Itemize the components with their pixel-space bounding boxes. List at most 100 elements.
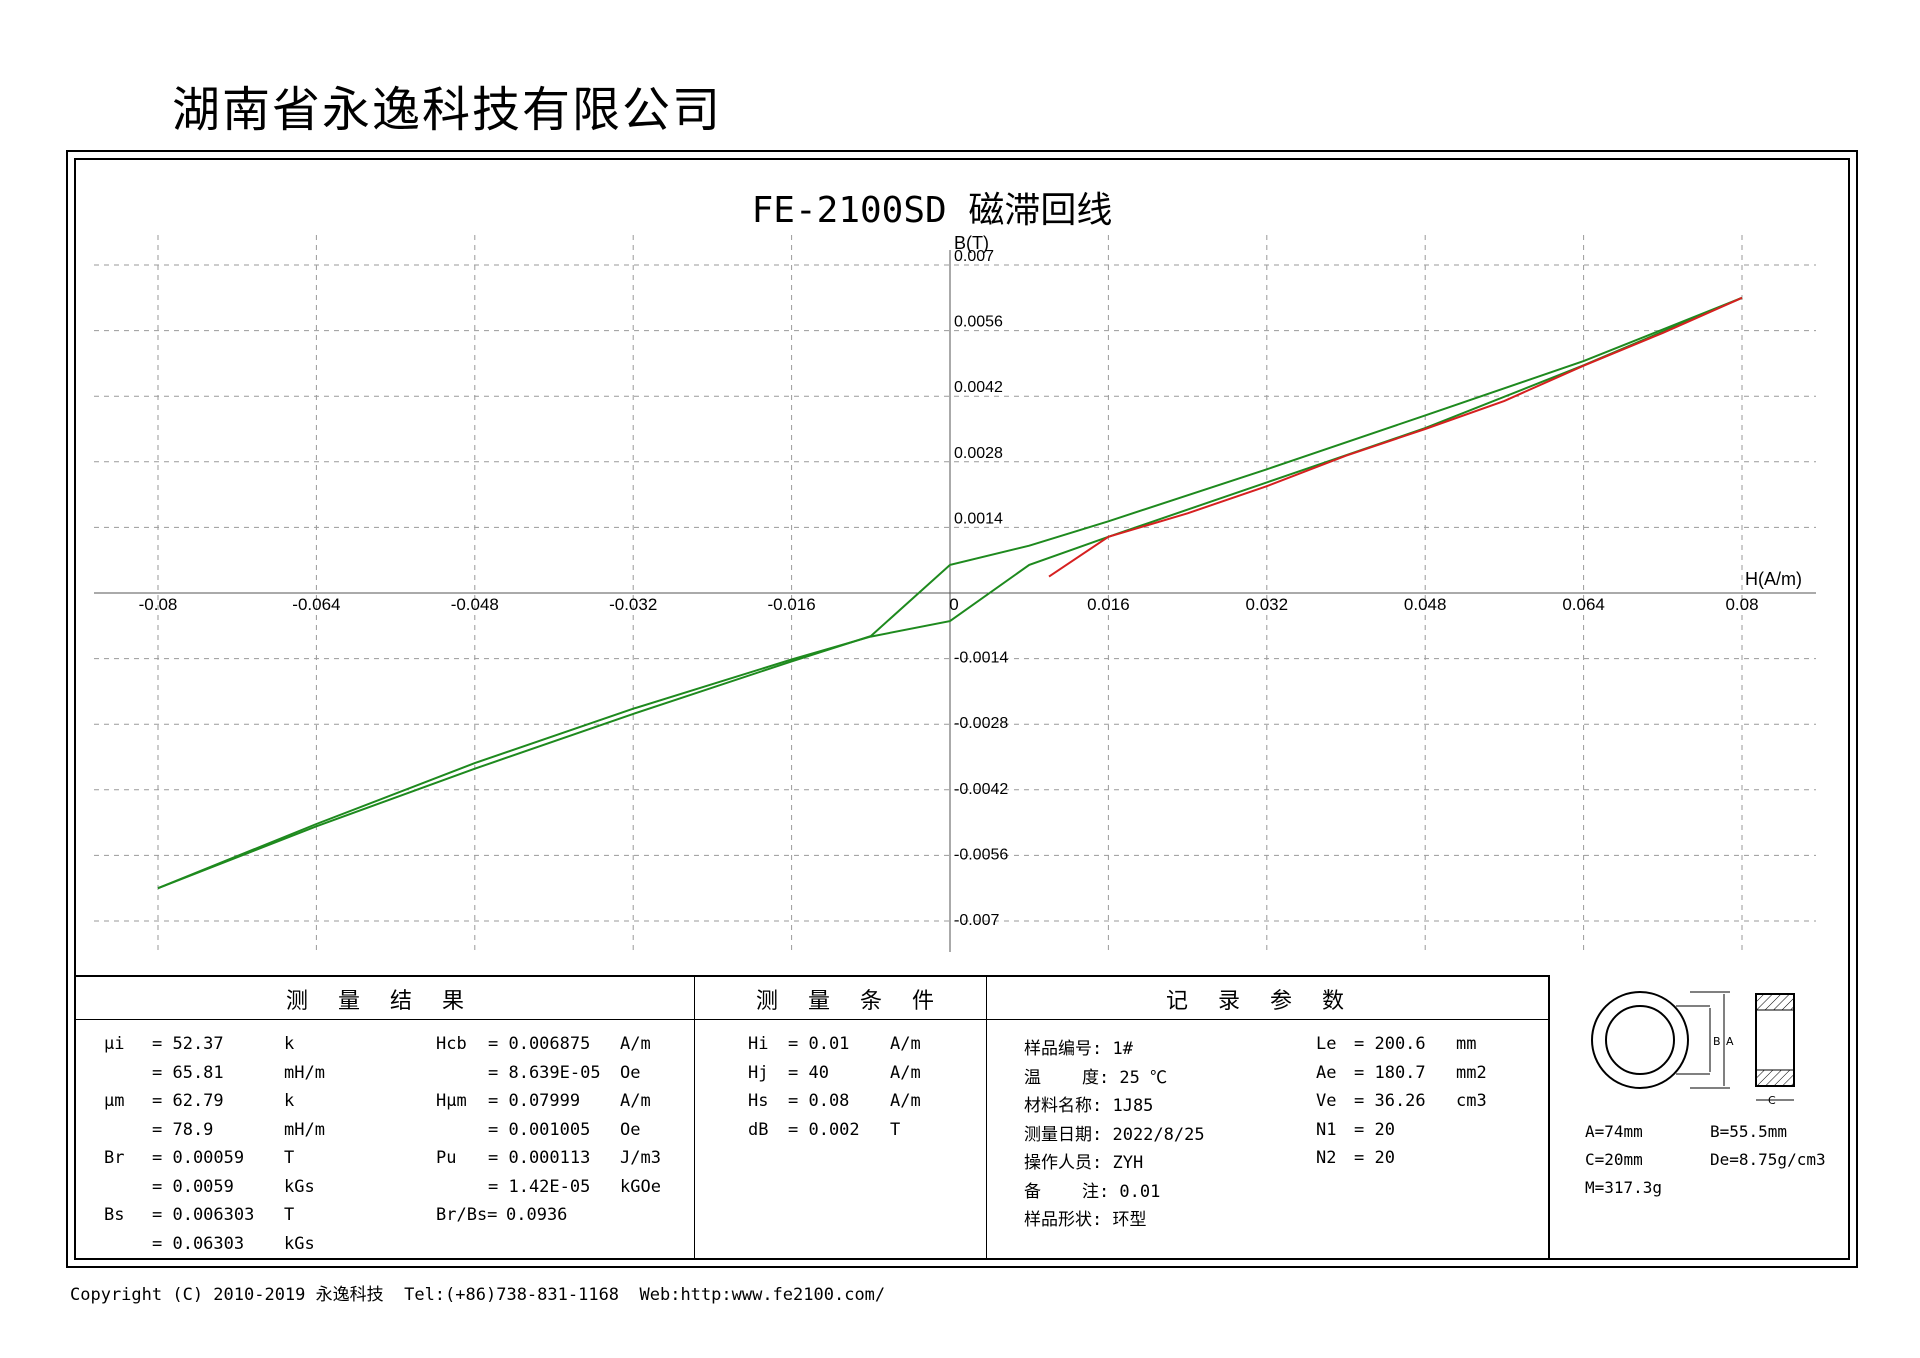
param-label: Le — [1316, 1034, 1337, 1054]
condition-label: Hj — [748, 1062, 769, 1083]
chart-ticks: -0.08 -0.064 -0.048 -0.032 -0.016 0 0.016 0.032… — [139, 248, 1759, 929]
result-unit: kGs — [284, 1176, 315, 1197]
y-tick-label: 0.0042 — [954, 379, 1003, 396]
result-value: = 65.81 — [152, 1062, 224, 1083]
dim-c: C=20mm — [1585, 1150, 1643, 1169]
table-divider-1 — [694, 975, 695, 1260]
result-label: Br/Bs= — [436, 1205, 498, 1225]
condition-label: Hs — [748, 1091, 769, 1111]
chart-grid — [94, 235, 1816, 952]
result-value: = 0.006875 — [488, 1034, 591, 1054]
y-tick-label: 0.0014 — [954, 510, 1003, 527]
condition-unit: T — [890, 1119, 901, 1140]
param-entry: 操作人员: ZYH — [1024, 1153, 1144, 1173]
result-value: = 8.639E-05 — [488, 1062, 601, 1083]
param-label: Ve — [1316, 1091, 1337, 1111]
y-tick-label: 0.007 — [954, 248, 994, 265]
param-unit: mm2 — [1456, 1062, 1487, 1083]
dim-label-c: C — [1768, 1094, 1776, 1107]
y-tick-label: -0.0028 — [954, 715, 1008, 732]
param-entry: 温 度: 25 ℃ — [1024, 1067, 1168, 1088]
condition-value: = 0.002 — [788, 1119, 860, 1140]
table-divider-2 — [986, 975, 987, 1260]
condition-value: = 0.01 — [788, 1034, 850, 1054]
result-unit: T — [284, 1205, 295, 1225]
result-unit: mH/m — [284, 1062, 325, 1083]
y-tick-label: 0.0028 — [954, 445, 1003, 462]
param-label: N2 — [1316, 1148, 1337, 1168]
result-unit: A/m — [620, 1091, 651, 1111]
result-value: 0.0936 — [506, 1205, 568, 1225]
result-unit: A/m — [620, 1034, 651, 1054]
section-params-title: 记录参数 — [1165, 989, 1374, 1014]
param-label: Ae — [1316, 1062, 1337, 1083]
result-value: = 0.06303 — [152, 1233, 245, 1254]
result-label: Bs — [104, 1205, 125, 1225]
section-results-title: 测量结果 — [285, 989, 494, 1014]
footer-copyright: Copyright (C) 2010-2019 永逸科技 Tel:(+86)73… — [70, 1285, 886, 1305]
chart-axes — [94, 250, 1816, 952]
report-inner-frame — [74, 158, 1850, 1260]
result-value: = 0.000113 — [488, 1148, 591, 1168]
condition-value: = 40 — [788, 1062, 829, 1083]
result-unit: mH/m — [284, 1119, 325, 1140]
result-value: = 0.006303 — [152, 1205, 255, 1225]
y-tick-label: 0.0056 — [954, 314, 1003, 331]
x-tick-label: -0.08 — [139, 595, 178, 614]
result-unit: kGs — [284, 1233, 315, 1254]
company-name: 湖南省永逸科技有限公司 — [172, 82, 723, 138]
condition-value: = 0.08 — [788, 1091, 850, 1111]
param-entry: 备 注: 0.01 — [1024, 1181, 1161, 1202]
param-value: = 180.7 — [1354, 1062, 1426, 1083]
table-header-line — [74, 1019, 1548, 1020]
dim-de: De=8.75g/cm3 — [1710, 1150, 1826, 1169]
toroid-outer-ring — [1591, 991, 1689, 1089]
result-value: = 0.00059 — [152, 1148, 245, 1168]
y-tick-label: -0.007 — [954, 912, 999, 929]
result-unit: Oe — [620, 1062, 641, 1083]
param-entry: 材料名称: 1J85 — [1024, 1096, 1154, 1116]
y-tick-label: -0.0056 — [954, 846, 1008, 863]
y-tick-label: -0.0014 — [954, 650, 1008, 667]
result-unit: T — [284, 1148, 295, 1168]
x-axis-label: H(A/m) — [1745, 569, 1802, 589]
x-tick-label: 0.016 — [1087, 595, 1130, 614]
x-tick-label: 0.032 — [1246, 595, 1289, 614]
x-tick-label: -0.032 — [609, 595, 657, 614]
x-tick-label: -0.016 — [767, 595, 815, 614]
param-value: = 200.6 — [1354, 1034, 1426, 1054]
param-value: = 20 — [1354, 1148, 1395, 1168]
chart-series — [157, 296, 1743, 890]
param-entry: 样品编号: 1# — [1024, 1039, 1133, 1059]
result-label: Hcb — [436, 1034, 467, 1054]
param-value: = 36.26 — [1354, 1091, 1426, 1111]
x-tick-label: 0 — [949, 595, 958, 614]
result-value: = 0.0059 — [152, 1176, 234, 1197]
result-value: = 78.9 — [152, 1119, 214, 1140]
condition-unit: A/m — [890, 1034, 921, 1054]
result-label: Br — [104, 1148, 125, 1168]
result-label: Hμm — [436, 1091, 467, 1111]
series-line-0 — [157, 296, 1743, 890]
x-tick-label: 0.064 — [1562, 595, 1605, 614]
dim-b: B=55.5mm — [1710, 1122, 1788, 1141]
result-label: Pu — [436, 1148, 457, 1168]
series-line-2 — [1048, 296, 1743, 578]
toroid-inner-ring — [1605, 1005, 1675, 1075]
result-unit: k — [284, 1091, 295, 1111]
condition-unit: A/m — [890, 1062, 921, 1083]
chart-title: FE-2100SD 磁滞回线 — [752, 190, 1113, 231]
param-unit: cm3 — [1456, 1091, 1487, 1111]
x-tick-label: -0.048 — [451, 595, 499, 614]
x-tick-label: -0.064 — [292, 595, 340, 614]
dim-m: M=317.3g — [1585, 1178, 1663, 1197]
result-value: = 0.07999 — [488, 1091, 581, 1111]
result-label: μm — [104, 1091, 125, 1111]
section-conditions-title: 测量条件 — [755, 989, 964, 1014]
dim-label-b: B — [1713, 1035, 1721, 1048]
dim-label-a: A — [1726, 1035, 1734, 1048]
param-unit: mm — [1456, 1034, 1477, 1054]
result-label: μi — [104, 1034, 125, 1054]
